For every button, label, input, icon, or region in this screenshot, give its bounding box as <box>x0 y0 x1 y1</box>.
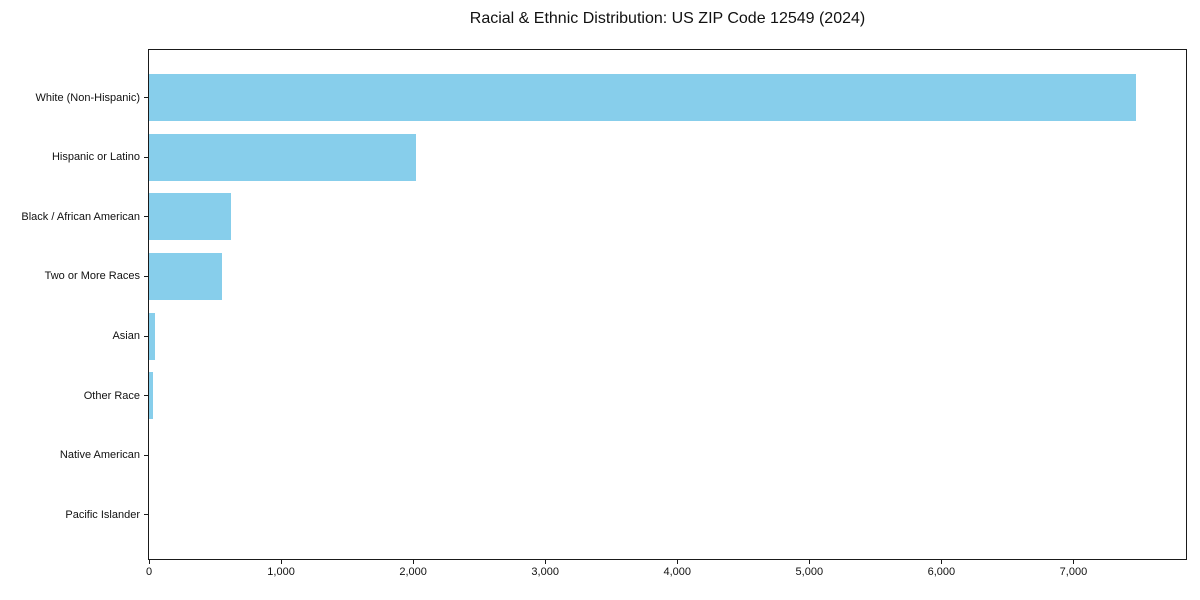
x-axis-tick <box>544 560 546 564</box>
x-tick-label: 2,000 <box>399 566 427 578</box>
x-axis-tick <box>808 560 810 564</box>
y-tick-label: Black / African American <box>21 210 140 223</box>
x-tick-label: 4,000 <box>663 566 691 578</box>
y-axis-tick <box>144 216 148 218</box>
x-tick-label: 7,000 <box>1059 566 1088 578</box>
y-axis-tick <box>144 97 148 98</box>
y-tick-label: Hispanic or Latino <box>51 151 140 164</box>
x-tick-label: 3,000 <box>531 566 559 578</box>
x-axis-tick <box>280 560 282 564</box>
y-axis-tick <box>144 156 148 158</box>
y-tick-label: White (Non-Hispanic) <box>35 91 140 104</box>
plot-area <box>148 49 1187 560</box>
y-axis-tick <box>144 454 148 456</box>
bar-two-or-more-races <box>149 252 222 300</box>
chart-title: Racial & Ethnic Distribution: US ZIP Cod… <box>469 10 866 27</box>
y-axis-tick <box>144 395 148 397</box>
x-tick-label: 6,000 <box>927 566 956 578</box>
x-axis-tick <box>676 560 678 564</box>
y-tick-label: Pacific Islander <box>65 508 140 521</box>
x-axis-tick <box>940 560 942 564</box>
bar-black-african-american <box>149 193 231 241</box>
y-tick-label: Two or More Races <box>44 270 140 283</box>
y-tick-label: Other Race <box>83 389 140 402</box>
y-axis-tick <box>144 514 148 516</box>
bar-hispanic-or-latino <box>149 133 416 181</box>
bar-asian <box>149 312 155 360</box>
y-axis-tick <box>144 275 148 277</box>
y-tick-label: Native American <box>59 449 140 462</box>
x-tick-label: 5,000 <box>795 566 824 578</box>
x-axis-tick <box>412 560 414 564</box>
x-axis-tick <box>148 560 150 564</box>
bar-other-race <box>149 372 153 420</box>
bar-white-non-hispanic <box>149 74 1136 121</box>
y-tick-label: Asian <box>112 330 140 343</box>
x-axis-tick <box>1072 560 1074 564</box>
x-tick-label: 0 <box>145 566 153 578</box>
x-tick-label: 1,000 <box>267 566 295 578</box>
y-axis-tick <box>144 335 148 337</box>
